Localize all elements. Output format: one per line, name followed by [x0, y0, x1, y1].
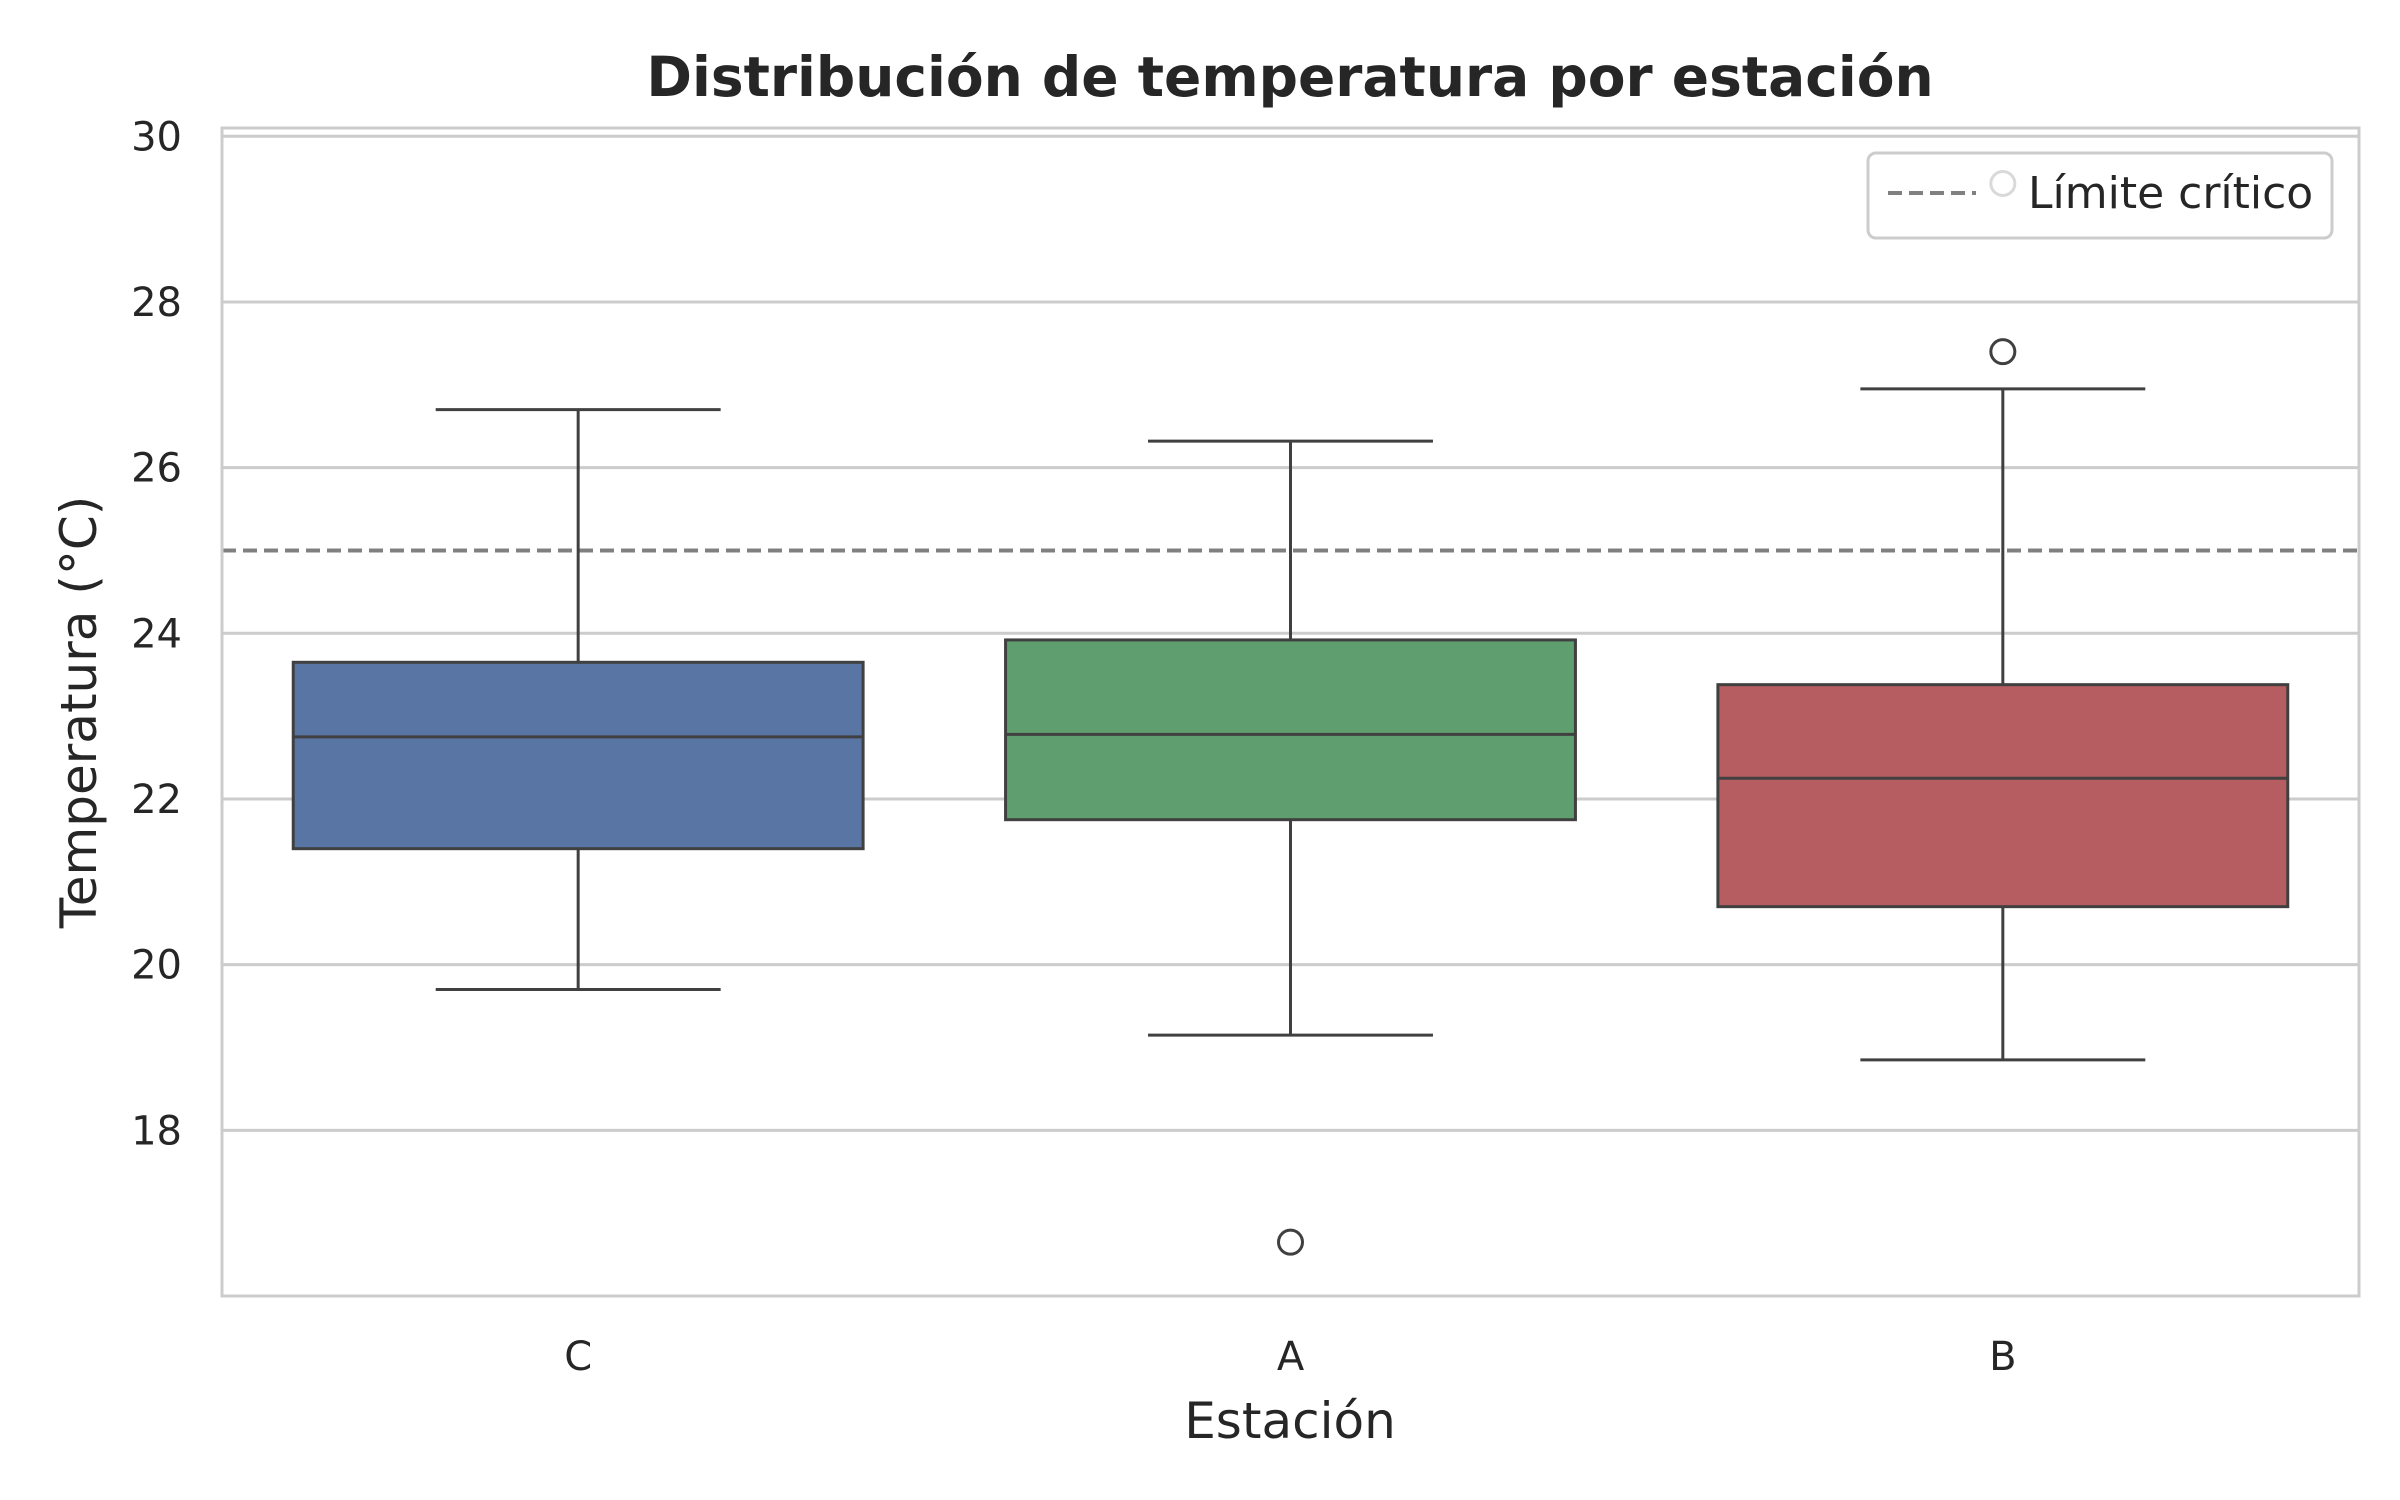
x-axis-label: Estación [1184, 1392, 1396, 1450]
chart-title: Distribución de temperatura por estación [646, 45, 1933, 109]
y-tick-label: 18 [131, 1108, 182, 1154]
legend: Límite crítico [1866, 151, 2334, 240]
x-tick-label: B [1989, 1334, 2016, 1380]
legend-label: Límite crítico [2028, 168, 2313, 219]
y-tick-label: 20 [131, 943, 182, 989]
y-tick-labels: 18 20 22 24 26 28 30 [131, 114, 182, 1154]
y-tick-label: 28 [131, 280, 182, 326]
outlier-point [1989, 338, 2017, 366]
box-A [1004, 439, 1577, 1256]
y-tick-label: 26 [131, 446, 182, 492]
outlier-point [1277, 1228, 1304, 1256]
iqr-box [1716, 683, 2290, 909]
boxes [291, 170, 2290, 1256]
y-tick-label: 24 [131, 611, 182, 657]
y-axis-label: Temperatura (°C) [50, 496, 108, 930]
iqr-box [1004, 638, 1577, 822]
legend-box [1866, 151, 2334, 240]
iqr-box [291, 660, 865, 851]
box-C [291, 408, 865, 992]
plot-frame [220, 126, 2361, 1298]
y-tick-label: 30 [131, 114, 182, 160]
y-tick-label: 22 [131, 777, 182, 823]
x-tick-label: C [564, 1334, 592, 1380]
x-tick-label: A [1277, 1334, 1305, 1380]
box-B [1716, 170, 2290, 1062]
